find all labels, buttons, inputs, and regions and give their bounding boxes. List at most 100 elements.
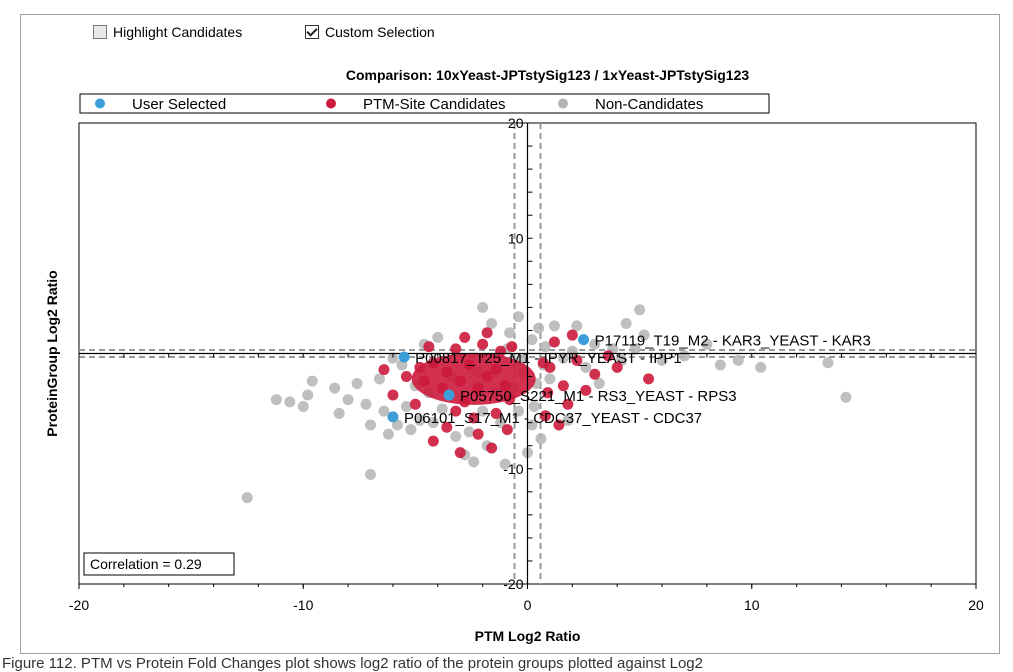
non-candidate-point-6 — [329, 382, 341, 394]
non-candidate-point-5 — [306, 375, 318, 387]
non-candidate-point-17 — [391, 419, 403, 431]
candidate-point-8 — [499, 380, 511, 392]
candidate-point-28 — [589, 368, 601, 380]
non-candidate-point-13 — [373, 373, 385, 385]
legend-box — [79, 93, 770, 114]
candidate-point-10 — [436, 382, 448, 394]
non-candidate-point-51 — [580, 361, 592, 373]
candidate-point-17 — [468, 412, 480, 424]
non-candidate-point-44 — [539, 341, 551, 353]
correlation-label: Correlation = 0.29 — [90, 556, 202, 572]
candidate-point-3 — [454, 375, 466, 387]
candidate-point-13 — [378, 364, 390, 376]
candidate-point-39 — [481, 327, 493, 339]
non-candidate-point-34 — [499, 458, 511, 470]
candidate-point-41 — [501, 424, 513, 436]
candidate-point-15 — [477, 338, 489, 350]
candidate-point-12 — [400, 371, 412, 383]
non-candidate-point-64 — [732, 354, 744, 366]
non-candidate-point-67 — [840, 391, 852, 403]
legend-label-1: PTM-Site Candidates — [363, 96, 506, 113]
non-candidate-point-65 — [755, 361, 767, 373]
non-candidate-point-53 — [593, 377, 605, 389]
candidate-point-40 — [542, 387, 554, 399]
non-candidate-point-23 — [427, 417, 439, 429]
non-candidate-point-30 — [477, 301, 489, 313]
candidate-point-4 — [463, 359, 475, 371]
non-candidate-point-12 — [365, 419, 377, 431]
custom-selection-checkbox[interactable]: Custom Selection — [305, 23, 435, 41]
non-candidate-point-41 — [528, 401, 540, 413]
candidate-point-7 — [490, 364, 502, 376]
non-candidate-point-3 — [302, 389, 314, 401]
non-candidate-point-29 — [468, 456, 480, 468]
non-candidate-point-10 — [360, 398, 372, 410]
candidate-point-5 — [472, 382, 484, 394]
highlight-candidates-checkbox[interactable]: Highlight Candidates — [93, 23, 242, 41]
scatter-plot[interactable]: Comparison: 10xYeast-JPTstySig123 / 1xYe… — [0, 0, 1013, 652]
x-axis-label: PTM Log2 Ratio — [475, 628, 581, 644]
non-candidate-point-27 — [463, 426, 475, 438]
non-candidate-point-7 — [333, 407, 345, 419]
non-candidate-point-26 — [450, 430, 462, 442]
non-candidate-point-58 — [638, 329, 650, 341]
non-candidate-point-8 — [342, 394, 354, 406]
non-candidate-point-45 — [544, 373, 556, 385]
custom-selection-label: Custom Selection — [325, 24, 435, 40]
x-tick-label-2: 0 — [524, 597, 532, 613]
candidate-point-21 — [490, 407, 502, 419]
candidate-point-1 — [427, 357, 439, 369]
candidate-point-9 — [459, 396, 471, 408]
figure-caption: Figure 112. PTM vs Protein Fold Changes … — [2, 655, 703, 672]
non-candidate-point-71 — [513, 405, 525, 417]
y-tick-label-0: -20 — [503, 576, 523, 592]
user-selected-label-1: P00817_T25_M1 - IPYR_YEAST - IPP1 — [415, 350, 682, 367]
non-candidate-point-60 — [656, 354, 668, 366]
non-candidate-point-24 — [432, 331, 444, 343]
non-candidate-point-15 — [387, 352, 399, 364]
legend-marker-2 — [558, 98, 568, 109]
user-selected-point-3 — [387, 411, 399, 423]
candidate-point-19 — [427, 435, 439, 447]
custom-selection-checkbox-box[interactable] — [305, 25, 319, 39]
non-candidate-point-46 — [548, 320, 560, 332]
non-candidate-point-42 — [533, 322, 545, 334]
candidate-point-38 — [423, 341, 435, 353]
x-tick-label-0: -20 — [69, 597, 89, 613]
non-candidate-point-11 — [365, 469, 377, 481]
legend-label-0: User Selected — [132, 96, 226, 113]
non-candidate-point-43 — [535, 433, 547, 445]
non-candidate-point-33 — [495, 417, 507, 429]
x-tick-label-4: 20 — [968, 597, 984, 613]
y-axis-label: ProteinGroup Log2 Ratio — [44, 270, 60, 436]
candidate-point-33 — [566, 329, 578, 341]
non-candidate-point-56 — [620, 318, 632, 330]
non-candidate-point-40 — [526, 334, 538, 346]
non-candidate-point-47 — [557, 352, 569, 364]
candidate-point-23 — [486, 442, 498, 454]
correlation-box — [83, 552, 235, 576]
non-candidate-point-35 — [504, 327, 516, 339]
non-candidate-point-48 — [562, 414, 574, 426]
candidate-point-47 — [506, 341, 518, 353]
user-selected-label-3: P06101_S17_M1 - CDC37_YEAST - CDC37 — [404, 410, 702, 427]
y-tick-label-2: 10 — [508, 230, 524, 246]
candidate-point-11 — [418, 375, 430, 387]
non-candidate-point-62 — [701, 338, 713, 350]
candidate-point-45 — [553, 419, 565, 431]
candidate-point-26 — [557, 380, 569, 392]
candidate-point-32 — [548, 336, 560, 348]
candidate-point-43 — [387, 389, 399, 401]
non-candidate-point-66 — [822, 357, 834, 369]
candidate-point-6 — [481, 371, 493, 383]
chart-title: Comparison: 10xYeast-JPTstySig123 / 1xYe… — [346, 67, 750, 83]
non-candidate-point-16 — [382, 428, 394, 440]
legend-marker-0 — [95, 98, 105, 109]
y-tick-label-1: -10 — [503, 461, 523, 477]
non-candidate-point-21 — [414, 414, 426, 426]
candidate-point-37 — [459, 331, 471, 343]
candidate-point-20 — [472, 428, 484, 440]
non-candidate-point-1 — [270, 394, 282, 406]
non-candidate-point-50 — [571, 320, 583, 332]
highlight-candidates-checkbox-box[interactable] — [93, 25, 107, 39]
